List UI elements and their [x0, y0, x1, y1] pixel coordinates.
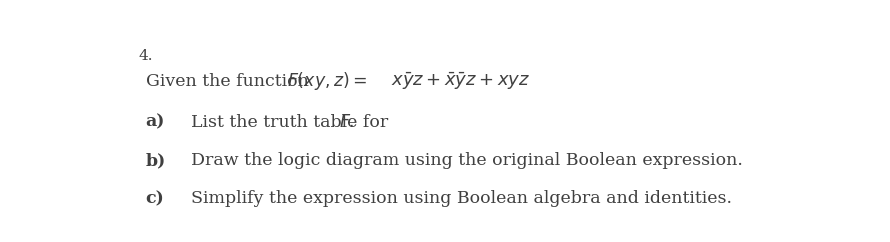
- Text: b): b): [146, 152, 166, 169]
- Text: Simplify the expression using Boolean algebra and identities.: Simplify the expression using Boolean al…: [190, 190, 732, 207]
- Text: $F$.: $F$.: [339, 113, 354, 131]
- Text: List the truth table for: List the truth table for: [190, 114, 393, 131]
- Text: 4.: 4.: [139, 49, 153, 63]
- Text: Draw the logic diagram using the original Boolean expression.: Draw the logic diagram using the origina…: [190, 152, 742, 169]
- Text: c): c): [146, 190, 165, 207]
- Text: a): a): [146, 114, 166, 131]
- Text: $x\bar{y}z + \bar{x}\bar{y}z + xyz$: $x\bar{y}z + \bar{x}\bar{y}z + xyz$: [391, 70, 530, 92]
- Text: Given the function: Given the function: [146, 73, 314, 90]
- Text: $F(xy,z) =$: $F(xy,z) =$: [287, 70, 368, 92]
